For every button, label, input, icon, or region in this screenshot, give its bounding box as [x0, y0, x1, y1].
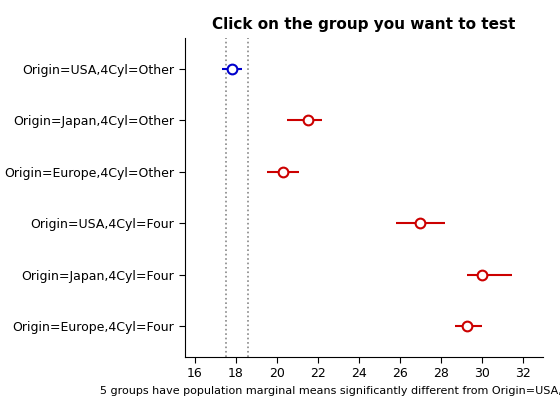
Title: Click on the group you want to test: Click on the group you want to test: [212, 18, 516, 32]
X-axis label: 5 groups have population marginal means significantly different from Origin=USA,: 5 groups have population marginal means …: [100, 386, 560, 396]
